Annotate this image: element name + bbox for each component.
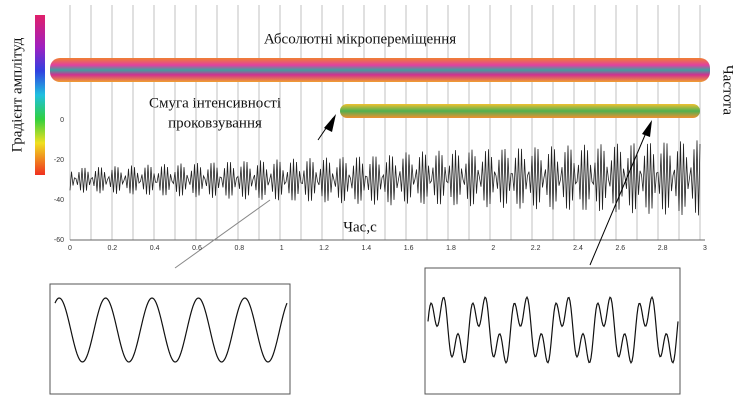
x-tick-label: 0.6 [192, 245, 202, 252]
y-tick-label: -40 [54, 197, 64, 204]
x-tick-label: 2.8 [658, 245, 668, 252]
inset [50, 284, 290, 394]
x-tick-label: 2.2 [531, 245, 541, 252]
x-tick-label: 1.2 [319, 245, 329, 252]
x-label: Час,с [343, 219, 377, 235]
figure: Градієнт амплітуд Абсолютні мікропереміщ… [0, 0, 736, 407]
x-tick-label: 3 [703, 245, 707, 252]
x-tick-label: 0 [68, 245, 72, 252]
x-tick-label: 0.8 [234, 245, 244, 252]
x-tick-label: 0.4 [150, 245, 160, 252]
band-label: Абсолютні мікропереміщення [264, 31, 456, 47]
x-tick-label: 2.4 [573, 245, 583, 252]
y-tick-label: -60 [54, 237, 64, 244]
x-tick-label: 0.2 [107, 245, 117, 252]
y-tick-label: -20 [54, 157, 64, 164]
y-tick-label: 0 [60, 117, 64, 124]
x-tick-label: 2 [491, 245, 495, 252]
pointer [175, 200, 270, 268]
right-label: Частота [720, 65, 736, 115]
x-tick-label: 2.6 [615, 245, 625, 252]
slip-band [340, 104, 700, 118]
x-tick-label: 1 [280, 245, 284, 252]
band [50, 58, 710, 82]
x-tick-label: 1.4 [361, 245, 371, 252]
slip-label: проковзування [168, 115, 262, 131]
arrow-head [642, 120, 652, 137]
x-tick-label: 1.6 [404, 245, 414, 252]
x-tick-label: 1.8 [446, 245, 456, 252]
slip-label: Смуга інтенсивності [149, 95, 281, 111]
colorbar [35, 15, 45, 175]
colorbar-label: Градієнт амплітуд [9, 37, 25, 152]
